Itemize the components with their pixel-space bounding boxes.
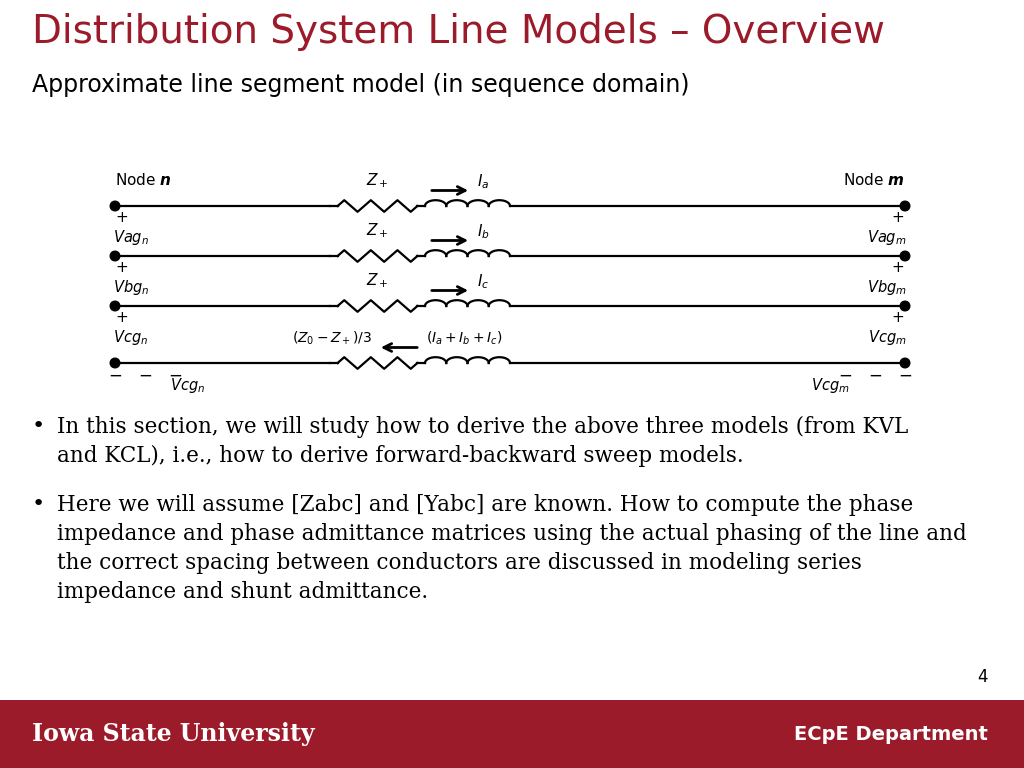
Text: +: +	[116, 310, 128, 325]
Circle shape	[900, 358, 909, 368]
Text: $Vcg_n$: $Vcg_n$	[113, 328, 148, 347]
Text: +: +	[116, 210, 128, 225]
Text: Here we will assume [Zabc] and [Yabc] are known. How to compute the phase: Here we will assume [Zabc] and [Yabc] ar…	[57, 494, 913, 516]
Text: +: +	[116, 260, 128, 275]
Text: −: −	[109, 367, 122, 385]
Text: $Vcg_m$: $Vcg_m$	[868, 328, 907, 347]
Circle shape	[900, 251, 909, 261]
Text: −: −	[168, 367, 182, 385]
Text: •: •	[32, 494, 45, 514]
Circle shape	[900, 301, 909, 311]
Text: Approximate line segment model (in sequence domain): Approximate line segment model (in seque…	[32, 73, 689, 97]
Text: •: •	[32, 416, 45, 436]
Text: $I_a$: $I_a$	[477, 172, 489, 191]
Circle shape	[111, 301, 120, 311]
Text: $Z_+$: $Z_+$	[367, 171, 389, 190]
Text: Distribution System Line Models – Overview: Distribution System Line Models – Overvi…	[32, 13, 885, 51]
Text: ECpE Department: ECpE Department	[795, 724, 988, 743]
Circle shape	[111, 358, 120, 368]
Text: −: −	[868, 367, 882, 385]
Text: $Vbg_m$: $Vbg_m$	[867, 278, 907, 297]
Text: Node $\boldsymbol{n}$: Node $\boldsymbol{n}$	[115, 172, 172, 188]
Text: $Vag_n$: $Vag_n$	[113, 228, 150, 247]
Text: the correct spacing between conductors are discussed in modeling series: the correct spacing between conductors a…	[57, 552, 862, 574]
Text: Node $\boldsymbol{m}$: Node $\boldsymbol{m}$	[844, 172, 905, 188]
Text: −: −	[898, 367, 912, 385]
Circle shape	[111, 251, 120, 261]
Text: $Vag_m$: $Vag_m$	[867, 228, 907, 247]
Circle shape	[900, 201, 909, 210]
Text: $Vbg_n$: $Vbg_n$	[113, 278, 150, 297]
Text: $Z_+$: $Z_+$	[367, 221, 389, 240]
Text: +: +	[892, 310, 904, 325]
Text: impedance and phase admittance matrices using the actual phasing of the line and: impedance and phase admittance matrices …	[57, 523, 967, 545]
Text: $Vcg_n$: $Vcg_n$	[170, 376, 205, 395]
Text: $(I_a+I_b+I_c)$: $(I_a+I_b+I_c)$	[426, 329, 503, 347]
Text: −: −	[138, 367, 152, 385]
Circle shape	[111, 201, 120, 210]
Bar	[0, 700, 1024, 768]
Text: impedance and shunt admittance.: impedance and shunt admittance.	[57, 581, 428, 603]
Text: In this section, we will study how to derive the above three models (from KVL: In this section, we will study how to de…	[57, 416, 908, 438]
Text: $Vcg_m$: $Vcg_m$	[811, 376, 850, 395]
Text: 4: 4	[978, 668, 988, 686]
Text: and KCL), i.e., how to derive forward-backward sweep models.: and KCL), i.e., how to derive forward-ba…	[57, 445, 743, 467]
Text: $Z_+$: $Z_+$	[367, 271, 389, 290]
Text: +: +	[892, 210, 904, 225]
Text: Iowa State University: Iowa State University	[32, 722, 314, 746]
Text: +: +	[892, 260, 904, 275]
Text: $I_c$: $I_c$	[477, 273, 489, 291]
Text: $(Z_0-Z_+)/3$: $(Z_0-Z_+)/3$	[292, 329, 372, 347]
Text: $I_b$: $I_b$	[477, 222, 489, 241]
Text: −: −	[838, 367, 852, 385]
